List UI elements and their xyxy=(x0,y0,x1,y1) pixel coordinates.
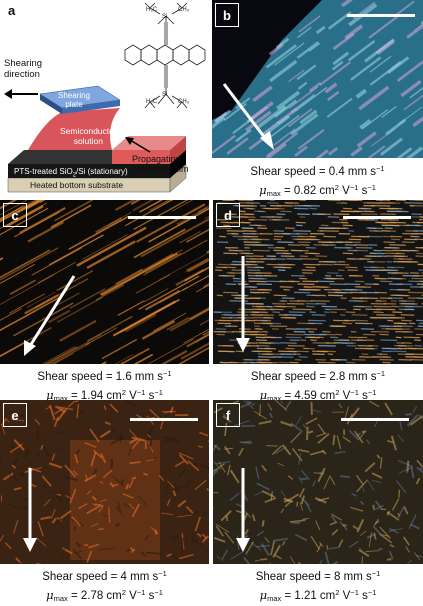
shearing-direction-arrow xyxy=(4,89,38,99)
heated-substrate-label: Heated bottom substrate xyxy=(30,180,123,191)
shear-arrow-b xyxy=(212,0,423,158)
shear-arrow-c xyxy=(0,200,209,364)
svg-text:H₃C: H₃C xyxy=(146,7,158,13)
micrograph-panel-f: f xyxy=(213,400,423,564)
caption-e: Shear speed = 4 mm s−1 μmax = 2.78 cm2 V… xyxy=(0,566,209,606)
svg-text:H₃C: H₃C xyxy=(146,99,158,105)
svg-text:CH₃: CH₃ xyxy=(178,99,190,105)
micrograph-panel-d: d xyxy=(213,200,423,364)
molecule-atom-labels: H₃C CH₃ Si H₃C CH₃ Si xyxy=(146,7,190,105)
caption-f: Shear speed = 8 mm s−1 μmax = 1.21 cm2 V… xyxy=(213,566,423,606)
micrograph-panel-e: e xyxy=(0,400,209,564)
solution-label: Semiconductor solution xyxy=(60,126,117,146)
shear-arrow-d xyxy=(213,200,423,364)
shearing-direction-label: Shearing direction xyxy=(4,58,42,80)
shear-arrow-e xyxy=(0,400,209,564)
caption-b: Shear speed = 0.4 mm s−1 μmax = 0.82 cm2… xyxy=(212,161,423,201)
micrograph-panel-c: c xyxy=(0,200,209,364)
shearing-plate-label: Shearing plate xyxy=(58,91,90,109)
micrograph-panel-b: b xyxy=(212,0,423,158)
propagating-film-label: Propagating crystalline film xyxy=(132,154,189,174)
svg-text:Si: Si xyxy=(162,92,167,98)
svg-text:Si: Si xyxy=(162,14,167,20)
shear-arrow-f xyxy=(213,400,423,564)
svg-text:CH₃: CH₃ xyxy=(178,7,190,13)
